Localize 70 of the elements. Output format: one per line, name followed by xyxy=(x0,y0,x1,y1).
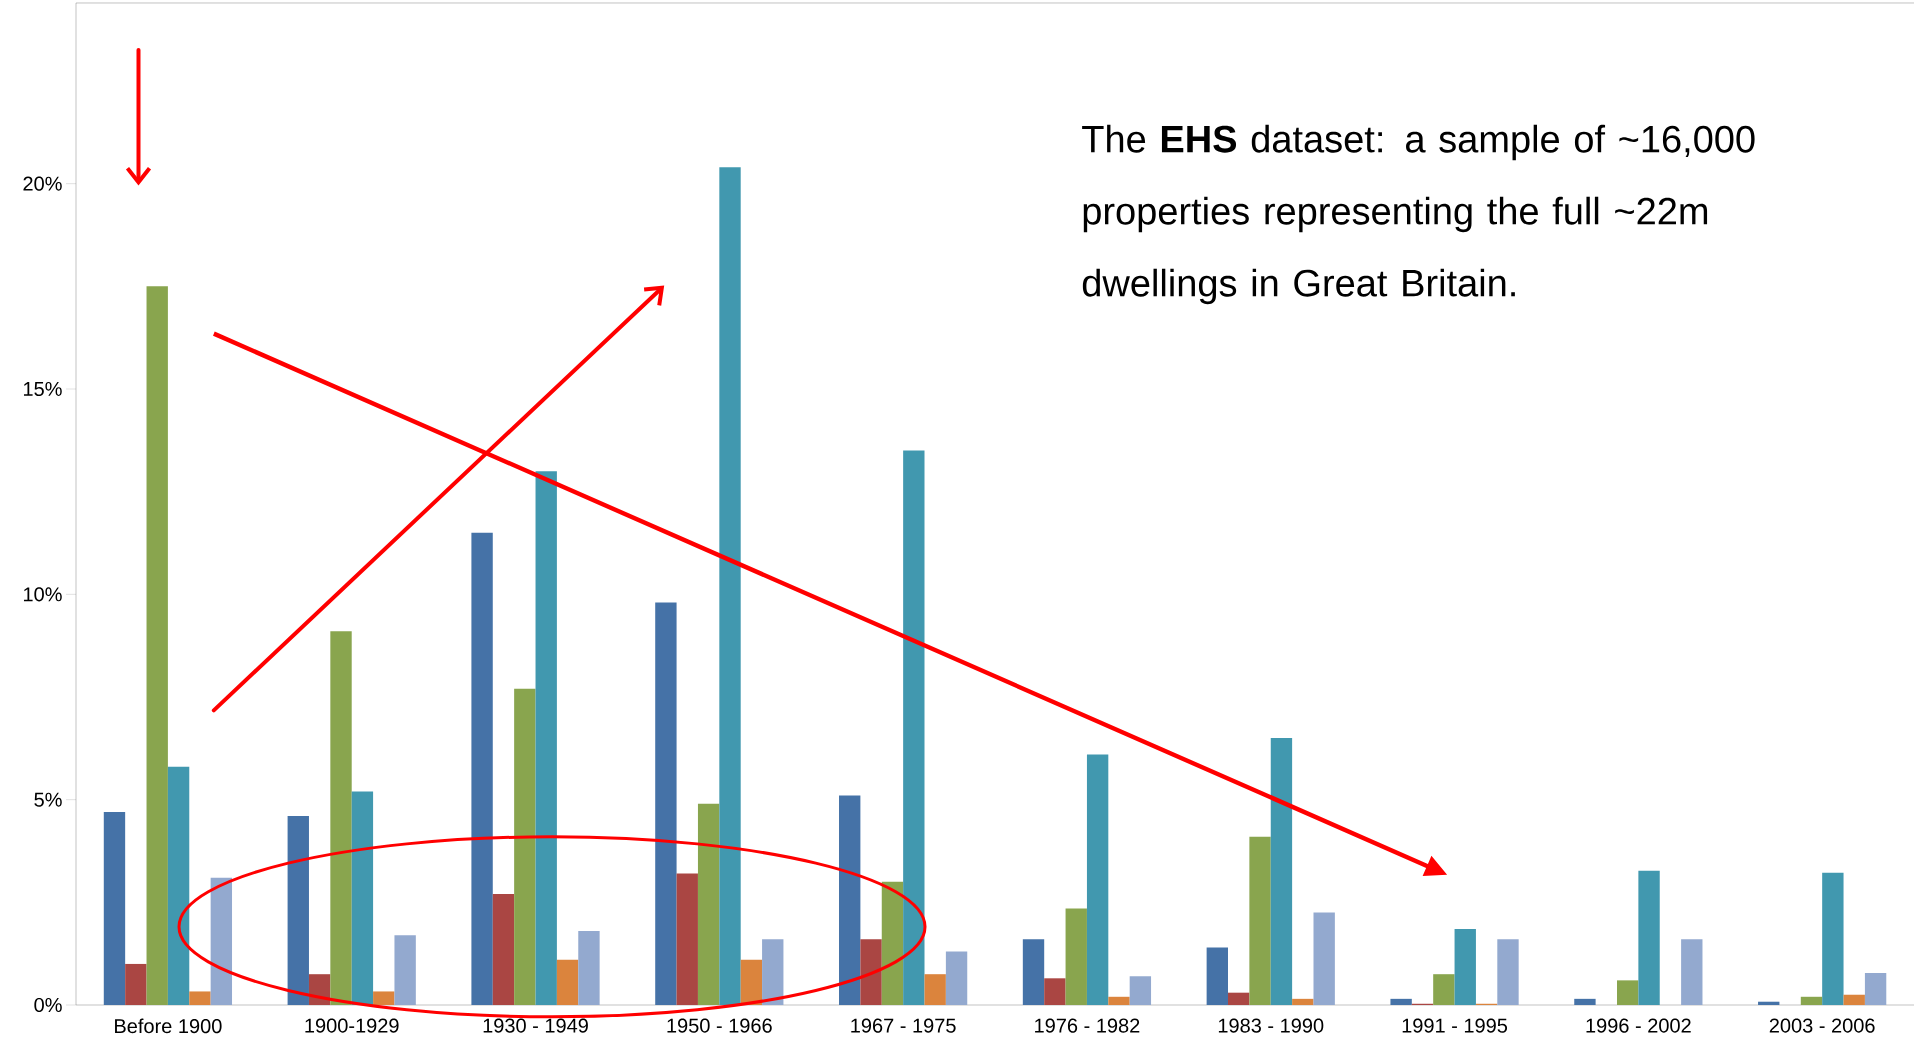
y-tick-label: 5% xyxy=(34,792,62,807)
bar xyxy=(1574,998,1596,1005)
bar xyxy=(125,963,147,1005)
bar xyxy=(146,286,168,1005)
bar xyxy=(1270,738,1293,1005)
bar xyxy=(1843,994,1865,1005)
bar xyxy=(762,939,784,1005)
bar xyxy=(103,811,126,1005)
bar xyxy=(1044,978,1066,1005)
bar xyxy=(903,450,925,1005)
x-tick-label: 1991 - 1995 xyxy=(1402,1018,1508,1033)
y-tick-label: 20% xyxy=(23,176,62,191)
bar xyxy=(740,959,763,1005)
bar xyxy=(1313,912,1335,1005)
bar xyxy=(839,795,861,1005)
bar xyxy=(1228,992,1250,1005)
y-tick-label: 0% xyxy=(34,997,62,1013)
bar xyxy=(578,931,600,1005)
bar xyxy=(1638,870,1660,1005)
bar xyxy=(210,877,233,1005)
bar xyxy=(287,816,309,1005)
bar xyxy=(535,471,557,1005)
bar xyxy=(351,791,374,1005)
bar xyxy=(514,688,536,1005)
bar xyxy=(1292,998,1314,1005)
bar xyxy=(167,766,190,1005)
bar xyxy=(1616,980,1639,1005)
bar xyxy=(719,167,741,1005)
bar xyxy=(1681,939,1703,1005)
bar xyxy=(1065,908,1087,1005)
x-tick-label: Before 1900 xyxy=(115,1018,222,1034)
x-tick-label: 1950 - 1966 xyxy=(667,1018,772,1033)
x-tick-label: 2003 - 2006 xyxy=(1769,1018,1875,1033)
bar xyxy=(1108,996,1130,1005)
bar xyxy=(471,532,493,1005)
bar xyxy=(1022,939,1045,1005)
bar xyxy=(655,602,677,1005)
bar xyxy=(945,951,968,1005)
y-tick-label: 15% xyxy=(23,381,62,397)
x-tick-label: 1967 - 1975 xyxy=(851,1018,956,1033)
bar xyxy=(330,631,352,1005)
x-tick-label: 1983 - 1990 xyxy=(1218,1018,1324,1033)
x-tick-label: 1976 - 1982 xyxy=(1035,1018,1140,1033)
bar xyxy=(1822,872,1844,1005)
bar xyxy=(1800,996,1823,1005)
bar xyxy=(492,894,515,1005)
x-tick-label: 1996 - 2002 xyxy=(1586,1018,1691,1033)
x-tick-label: 1900-1929 xyxy=(305,1018,399,1033)
bar xyxy=(881,881,904,1005)
bar xyxy=(676,873,698,1005)
bar xyxy=(1086,754,1109,1005)
bar xyxy=(697,803,720,1005)
bar xyxy=(373,991,395,1005)
x-tick-label: 1930 - 1949 xyxy=(483,1018,588,1033)
bar xyxy=(1758,1001,1780,1005)
bar xyxy=(1497,939,1519,1005)
bar xyxy=(1206,947,1228,1005)
bar xyxy=(394,935,416,1005)
bar xyxy=(924,974,946,1005)
bar xyxy=(556,959,579,1005)
bar xyxy=(189,991,211,1005)
bar xyxy=(1433,974,1455,1005)
annotation: The EHS dataset: a sample of ~16,000 properties representing the full ~22m dwellings in Great Britain. xyxy=(1082,124,1755,305)
bar xyxy=(1390,998,1412,1005)
y-tick-label: 10% xyxy=(23,587,62,602)
bar xyxy=(1454,929,1476,1005)
bar xyxy=(1249,836,1271,1005)
bar xyxy=(1864,972,1887,1005)
bar xyxy=(860,939,882,1005)
bar xyxy=(1129,976,1152,1005)
